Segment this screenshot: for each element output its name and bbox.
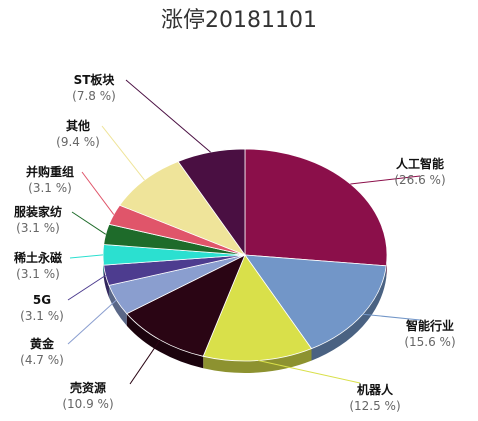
pie-slice — [244, 254, 387, 350]
slice-label-percent: (26.6 %) — [394, 173, 445, 187]
leader-line — [81, 171, 115, 215]
leader-line — [125, 79, 211, 153]
leader-line — [67, 274, 106, 301]
slice-label-percent: (7.8 %) — [72, 89, 116, 103]
slice-label-name: 5G — [33, 293, 51, 307]
slice-label-percent: (10.9 %) — [62, 397, 113, 411]
slice-label-name: 智能行业 — [405, 318, 454, 333]
leader-line — [67, 299, 117, 345]
slice-label-name: ST板块 — [74, 72, 116, 87]
slice-label-percent: (15.6 %) — [404, 335, 455, 349]
slice-label-percent: (4.7 %) — [20, 353, 64, 367]
slice-label-percent: (3.1 %) — [16, 221, 60, 235]
slice-label-percent: (12.5 %) — [349, 399, 400, 413]
slice-label-name: 机器人 — [357, 382, 394, 397]
slice-label-percent: (3.1 %) — [16, 267, 60, 281]
slice-label-percent: (9.4 %) — [56, 135, 100, 149]
leader-line — [129, 339, 161, 385]
leader-line — [350, 175, 421, 185]
slice-label-name: 黄金 — [30, 336, 55, 351]
pie-slice — [177, 148, 246, 257]
pie-slice — [119, 161, 247, 256]
leader-line — [362, 313, 421, 321]
slice-label-percent: (3.1 %) — [20, 309, 64, 323]
chart-title: 涨停20181101 — [161, 8, 317, 33]
leader-line — [258, 360, 361, 384]
leader-line — [101, 125, 145, 181]
slice-label-percent: (3.1 %) — [28, 181, 72, 195]
slice-label-name: 壳资源 — [69, 380, 106, 395]
slice-label-name: 其他 — [66, 118, 90, 133]
pie-slice — [244, 148, 388, 267]
slice-label-name: 服装家纺 — [14, 204, 62, 219]
leader-line — [71, 211, 107, 235]
pie-slice-side — [311, 265, 387, 361]
slice-label-name: 并购重组 — [26, 164, 74, 179]
pie-slice-side — [126, 313, 204, 369]
slice-label-name: 人工智能 — [396, 156, 444, 171]
leader-line — [69, 254, 104, 259]
slice-label-name: 稀土永磁 — [14, 250, 62, 265]
